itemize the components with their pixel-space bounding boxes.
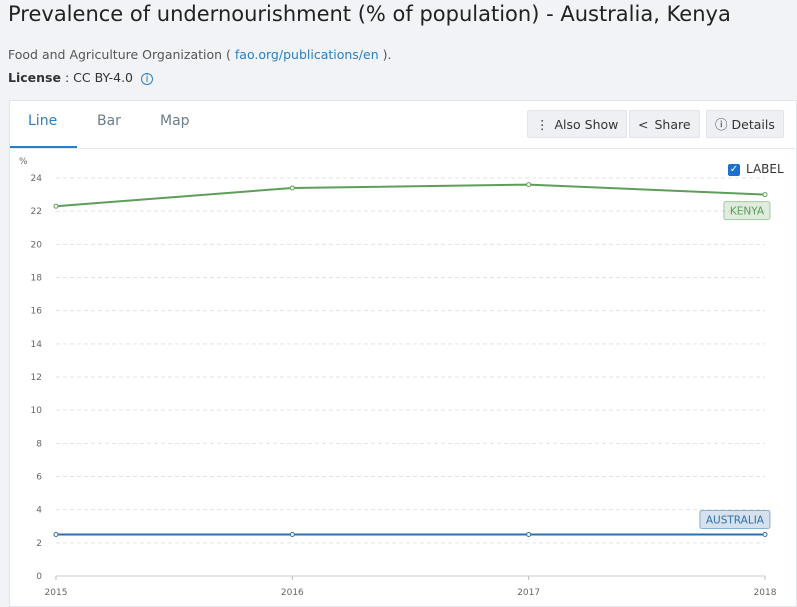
checkbox-label: LABEL (746, 162, 784, 176)
y-tick-label: 4 (36, 506, 42, 516)
y-tick-label: 12 (31, 373, 42, 383)
y-tick-label: 22 (31, 207, 42, 217)
y-tick-label: 8 (36, 439, 42, 449)
point (289, 532, 295, 538)
button[interactable]: < Share (629, 110, 700, 138)
license-value: : CC BY-4.0 (64, 70, 134, 85)
license-label: License (8, 70, 61, 85)
y-tick-label: 24 (31, 174, 43, 184)
series-label: KENYA (723, 201, 771, 221)
tab[interactable]: Map (160, 113, 190, 129)
x-tick-label: 2017 (517, 588, 540, 598)
series-label-text: AUSTRALIA (706, 515, 765, 527)
point (526, 532, 532, 538)
x-tick-label: 2018 (754, 588, 777, 598)
point (53, 532, 59, 538)
point (53, 203, 59, 209)
y-unit: % (19, 157, 28, 167)
point (526, 182, 532, 188)
x-tick-label: 2015 (45, 588, 68, 598)
page-title: Prevalence of undernourishment (% of pop… (8, 2, 731, 26)
y-tick-label: 0 (36, 572, 42, 582)
x-tick-label: 2016 (281, 588, 304, 598)
source-link[interactable]: fao.org/publications/en (234, 47, 379, 62)
series-label-text: KENYA (730, 206, 765, 218)
button-label: Share (654, 117, 691, 132)
y-tick-label: 10 (31, 406, 43, 416)
button-label: Details (731, 117, 775, 132)
separator (10, 148, 795, 149)
card (9, 100, 797, 607)
series-label-box (699, 510, 771, 530)
info-icon[interactable]: i (141, 73, 153, 85)
y-tick-label: 16 (31, 307, 43, 317)
series-label-box (723, 201, 771, 221)
series-label: AUSTRALIA (699, 510, 771, 530)
point (762, 192, 768, 198)
checkbox[interactable]: ✓ (728, 164, 740, 176)
tab-indicator (10, 146, 77, 148)
tab[interactable]: Bar (97, 113, 121, 129)
point (289, 185, 295, 191)
button-label: Also Show (554, 117, 619, 132)
source-end: ). (382, 47, 392, 62)
button[interactable]: ⓘ Details (706, 110, 784, 138)
y-tick-label: 18 (31, 274, 43, 284)
tab[interactable]: Line (28, 113, 58, 129)
y-tick-label: 2 (36, 539, 42, 549)
y-tick-label: 14 (31, 340, 43, 350)
y-tick-label: 20 (31, 240, 43, 250)
point (762, 532, 768, 538)
license: License : CC BY-4.0 i (8, 70, 153, 85)
y-tick-label: 6 (36, 473, 42, 483)
source: Food and Agriculture Organization ( fao.… (8, 47, 391, 62)
button[interactable]: ⋮ Also Show (527, 110, 628, 138)
source-text: Food and Agriculture Organization ( (8, 47, 231, 62)
line (55, 183, 766, 208)
